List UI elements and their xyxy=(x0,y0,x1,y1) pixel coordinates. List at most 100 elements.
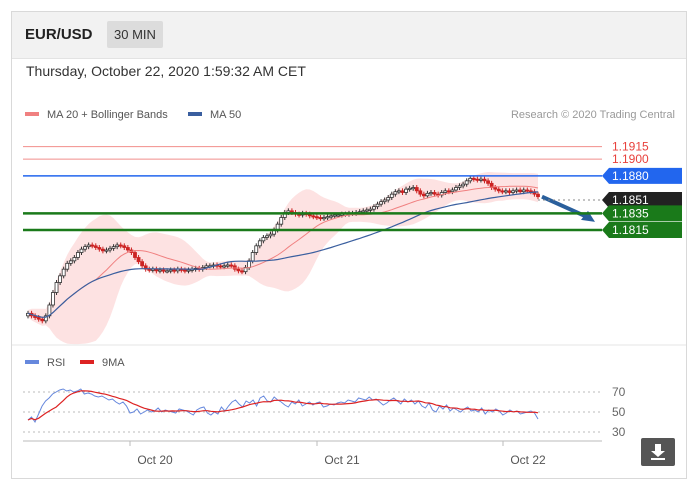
candle xyxy=(454,187,458,191)
rsi-ma-line xyxy=(27,390,539,421)
candle xyxy=(450,189,455,193)
candle xyxy=(471,177,476,180)
support-label-bg xyxy=(602,222,682,238)
candle xyxy=(518,189,523,193)
ma20-legend-swatch xyxy=(25,112,39,116)
candle xyxy=(261,237,266,242)
candle xyxy=(393,191,398,195)
last-label-bg xyxy=(602,192,682,208)
ma9-legend-swatch xyxy=(80,360,94,364)
rsi-tick-label: 70 xyxy=(612,385,626,399)
candle xyxy=(43,315,48,322)
last-label: 1.1851 xyxy=(612,193,649,207)
candle xyxy=(429,192,433,195)
candle xyxy=(122,245,127,248)
candle xyxy=(329,215,334,218)
candle xyxy=(368,208,373,211)
candle xyxy=(411,187,416,190)
x-tick-label: Oct 21 xyxy=(324,453,360,467)
candle xyxy=(115,244,120,248)
projection-arrow-head xyxy=(581,210,595,222)
candle xyxy=(521,189,526,193)
candle xyxy=(536,193,540,198)
rsi-plot: 30 50 70 xyxy=(23,385,626,439)
candle xyxy=(58,275,62,283)
candle xyxy=(100,248,105,252)
candle xyxy=(386,197,391,201)
candle xyxy=(400,190,405,193)
candle xyxy=(279,217,284,225)
rsi-tick-label: 30 xyxy=(612,425,626,439)
candle xyxy=(165,270,169,273)
candle xyxy=(36,317,41,320)
candle xyxy=(83,246,87,250)
candle xyxy=(468,177,473,182)
candle xyxy=(240,270,244,273)
candle xyxy=(222,265,227,268)
candle xyxy=(68,260,73,264)
candle xyxy=(361,210,366,213)
candle xyxy=(389,193,394,198)
rsi-tick-label: 50 xyxy=(612,405,626,419)
download-button[interactable] xyxy=(641,438,675,466)
ma50-line xyxy=(27,191,539,318)
candle xyxy=(314,216,319,219)
candle xyxy=(229,264,234,267)
candle xyxy=(90,244,95,247)
support-label: 1.1815 xyxy=(612,223,649,237)
candle xyxy=(111,246,116,249)
candle xyxy=(325,216,330,219)
candle xyxy=(493,187,498,190)
candle xyxy=(140,261,145,267)
candle xyxy=(443,190,448,193)
candle xyxy=(461,183,466,187)
candle xyxy=(268,233,273,237)
pivot-label: 1.1880 xyxy=(612,169,649,183)
candle xyxy=(421,193,426,197)
candle xyxy=(397,190,401,193)
candle xyxy=(172,269,177,272)
rsi-legend-label: RSI xyxy=(47,357,65,369)
candle xyxy=(446,190,451,193)
candle xyxy=(496,188,501,192)
candle xyxy=(257,240,262,247)
candle xyxy=(414,187,419,192)
chart-header: EUR/USD 30 MIN xyxy=(12,12,686,59)
candle xyxy=(479,178,483,181)
timestamp: Thursday, October 22, 2020 1:59:32 AM CE… xyxy=(26,63,306,79)
candle xyxy=(108,247,112,251)
rsi-legend-swatch xyxy=(25,360,39,364)
candle xyxy=(464,180,469,185)
x-tick-label: Oct 22 xyxy=(510,453,546,467)
candle xyxy=(243,267,248,273)
ma20-legend-label: MA 20 + Bollinger Bands xyxy=(47,109,168,121)
candle xyxy=(318,217,323,220)
candle xyxy=(500,190,505,193)
interval-badge[interactable]: 30 MIN xyxy=(107,21,163,48)
candle xyxy=(364,209,369,212)
x-tick-label: Oct 20 xyxy=(137,453,173,467)
candle xyxy=(104,249,109,252)
ma20-line xyxy=(27,185,539,318)
candle xyxy=(514,189,519,192)
candle xyxy=(425,192,430,197)
resistance-label: 1.1900 xyxy=(612,152,649,166)
download-icon xyxy=(651,444,665,460)
candle xyxy=(475,178,480,181)
candle xyxy=(511,190,515,193)
candle xyxy=(375,203,380,208)
candle xyxy=(76,252,80,258)
candle xyxy=(133,252,137,258)
candle xyxy=(168,269,173,272)
candle xyxy=(86,244,91,248)
candle xyxy=(265,235,269,238)
candle xyxy=(79,248,84,253)
candle xyxy=(158,269,162,272)
candle xyxy=(65,262,70,270)
candle xyxy=(254,245,259,253)
candle xyxy=(250,252,255,262)
candle xyxy=(336,214,341,217)
resistance-label: 1.1915 xyxy=(612,140,649,154)
candle xyxy=(418,190,423,195)
